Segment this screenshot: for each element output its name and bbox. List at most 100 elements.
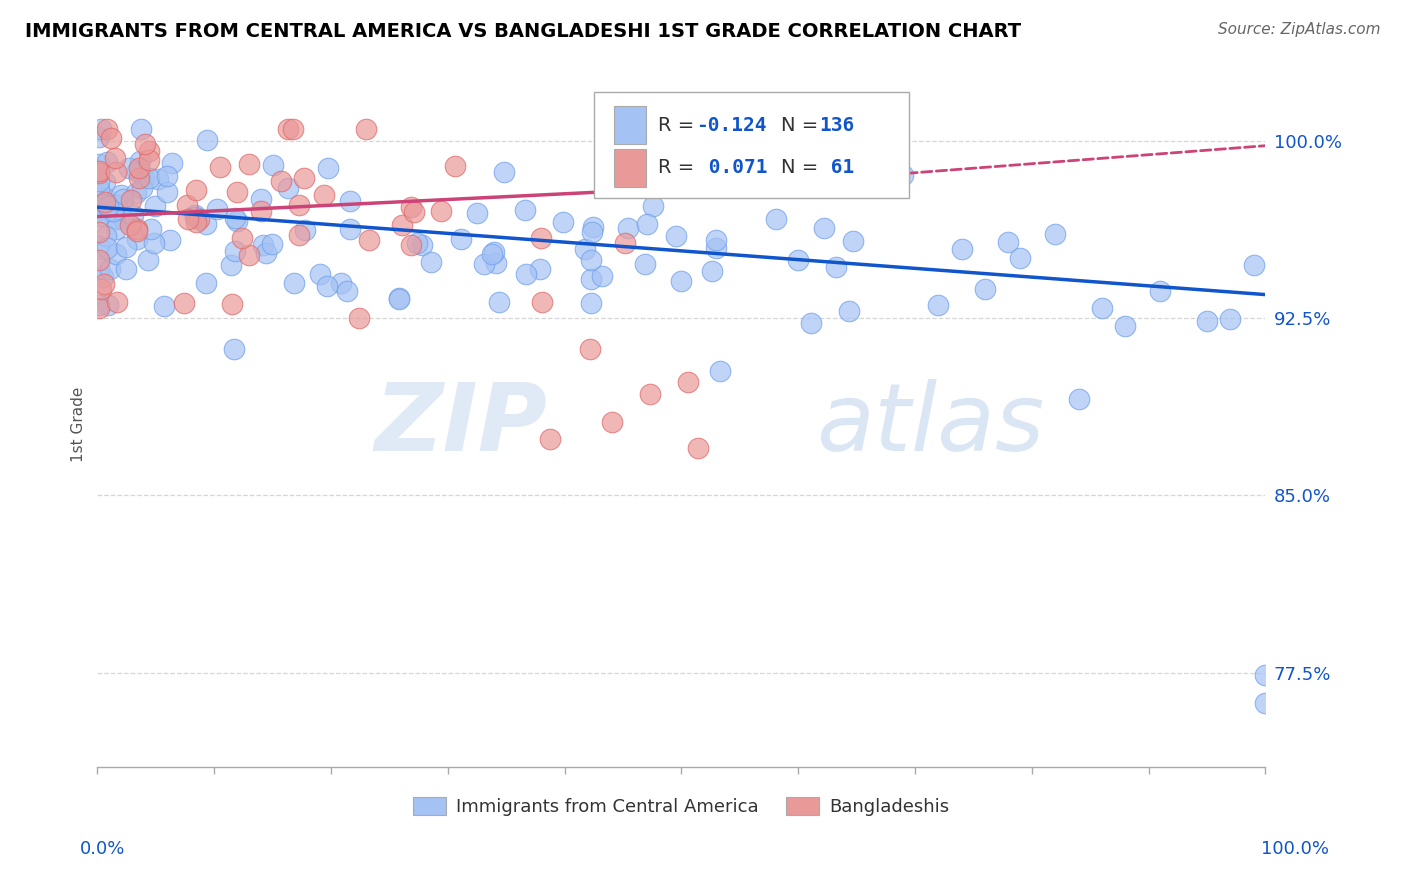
Point bbox=[94, 195, 117, 210]
Point bbox=[472, 257, 495, 271]
Point bbox=[481, 246, 503, 260]
Text: Source: ZipAtlas.com: Source: ZipAtlas.com bbox=[1218, 22, 1381, 37]
Point bbox=[641, 199, 664, 213]
Point bbox=[800, 316, 823, 330]
Point bbox=[688, 441, 710, 455]
FancyBboxPatch shape bbox=[593, 92, 910, 198]
Point bbox=[465, 205, 488, 219]
Point bbox=[112, 213, 135, 227]
Text: 61: 61 bbox=[820, 158, 855, 178]
Point bbox=[429, 203, 451, 218]
Point bbox=[488, 294, 510, 309]
Point bbox=[638, 387, 661, 401]
Point bbox=[138, 153, 160, 167]
Point bbox=[288, 228, 311, 243]
Point bbox=[221, 297, 243, 311]
Point bbox=[231, 231, 253, 245]
Point bbox=[224, 211, 246, 226]
Point bbox=[485, 256, 508, 270]
Point bbox=[184, 208, 207, 222]
Point bbox=[444, 159, 467, 173]
Point bbox=[515, 267, 537, 281]
Text: R =: R = bbox=[658, 116, 695, 135]
Point bbox=[277, 122, 299, 136]
Point bbox=[530, 231, 553, 245]
Point bbox=[616, 221, 638, 235]
Point bbox=[226, 214, 249, 228]
Point bbox=[704, 240, 727, 254]
Point bbox=[132, 170, 155, 185]
Point bbox=[1243, 258, 1265, 272]
Point bbox=[1114, 319, 1136, 334]
Point bbox=[87, 301, 110, 315]
Point bbox=[87, 253, 110, 268]
Point bbox=[270, 174, 292, 188]
Point bbox=[131, 181, 153, 195]
Point bbox=[129, 122, 152, 136]
Point bbox=[94, 191, 117, 205]
Point bbox=[676, 375, 699, 389]
Point bbox=[842, 235, 865, 249]
Point bbox=[579, 253, 602, 268]
Point bbox=[1197, 314, 1219, 328]
Point bbox=[1219, 312, 1241, 326]
Point bbox=[294, 223, 316, 237]
Point bbox=[974, 282, 997, 296]
Point bbox=[186, 183, 208, 197]
Point bbox=[120, 193, 142, 207]
Bar bbox=[613, 149, 647, 186]
Point bbox=[105, 247, 128, 261]
Point bbox=[104, 151, 127, 165]
Point bbox=[634, 257, 657, 271]
Point bbox=[700, 264, 723, 278]
Point bbox=[122, 208, 145, 222]
Point bbox=[94, 175, 117, 189]
Point bbox=[96, 228, 118, 243]
Point bbox=[87, 129, 110, 144]
Point bbox=[250, 192, 273, 206]
Point bbox=[927, 298, 949, 312]
Point bbox=[225, 185, 247, 199]
Point bbox=[288, 198, 311, 212]
Point bbox=[125, 163, 148, 178]
Point bbox=[115, 240, 138, 254]
Point bbox=[105, 294, 128, 309]
Bar bbox=[613, 106, 647, 144]
Point bbox=[91, 197, 114, 211]
Point bbox=[87, 298, 110, 312]
Point bbox=[105, 222, 128, 236]
Point bbox=[339, 194, 361, 208]
Point bbox=[176, 198, 198, 212]
Text: 0.071: 0.071 bbox=[696, 158, 768, 178]
Point bbox=[143, 199, 166, 213]
Point bbox=[205, 202, 228, 217]
Point bbox=[96, 155, 118, 169]
Point bbox=[138, 170, 160, 185]
Point bbox=[100, 262, 122, 277]
Point bbox=[238, 157, 260, 171]
Point bbox=[156, 185, 179, 199]
Point bbox=[579, 296, 602, 310]
Point bbox=[308, 268, 330, 282]
Point bbox=[87, 206, 110, 220]
Point bbox=[387, 291, 409, 305]
Point bbox=[603, 163, 626, 178]
Point bbox=[134, 137, 156, 152]
Point bbox=[530, 294, 553, 309]
Point bbox=[87, 157, 110, 171]
Point bbox=[262, 157, 284, 171]
Point bbox=[1254, 697, 1277, 711]
Legend: Immigrants from Central America, Bangladeshis: Immigrants from Central America, Banglad… bbox=[406, 789, 957, 823]
Point bbox=[636, 217, 658, 231]
Point bbox=[195, 132, 218, 146]
Point bbox=[184, 210, 207, 224]
Text: ZIP: ZIP bbox=[374, 378, 547, 471]
Point bbox=[87, 225, 110, 239]
Text: N =: N = bbox=[780, 158, 818, 178]
Point bbox=[208, 160, 231, 174]
Point bbox=[129, 153, 152, 168]
Point bbox=[224, 342, 246, 356]
Point bbox=[339, 221, 361, 235]
Point bbox=[283, 276, 305, 290]
Point bbox=[388, 292, 411, 306]
